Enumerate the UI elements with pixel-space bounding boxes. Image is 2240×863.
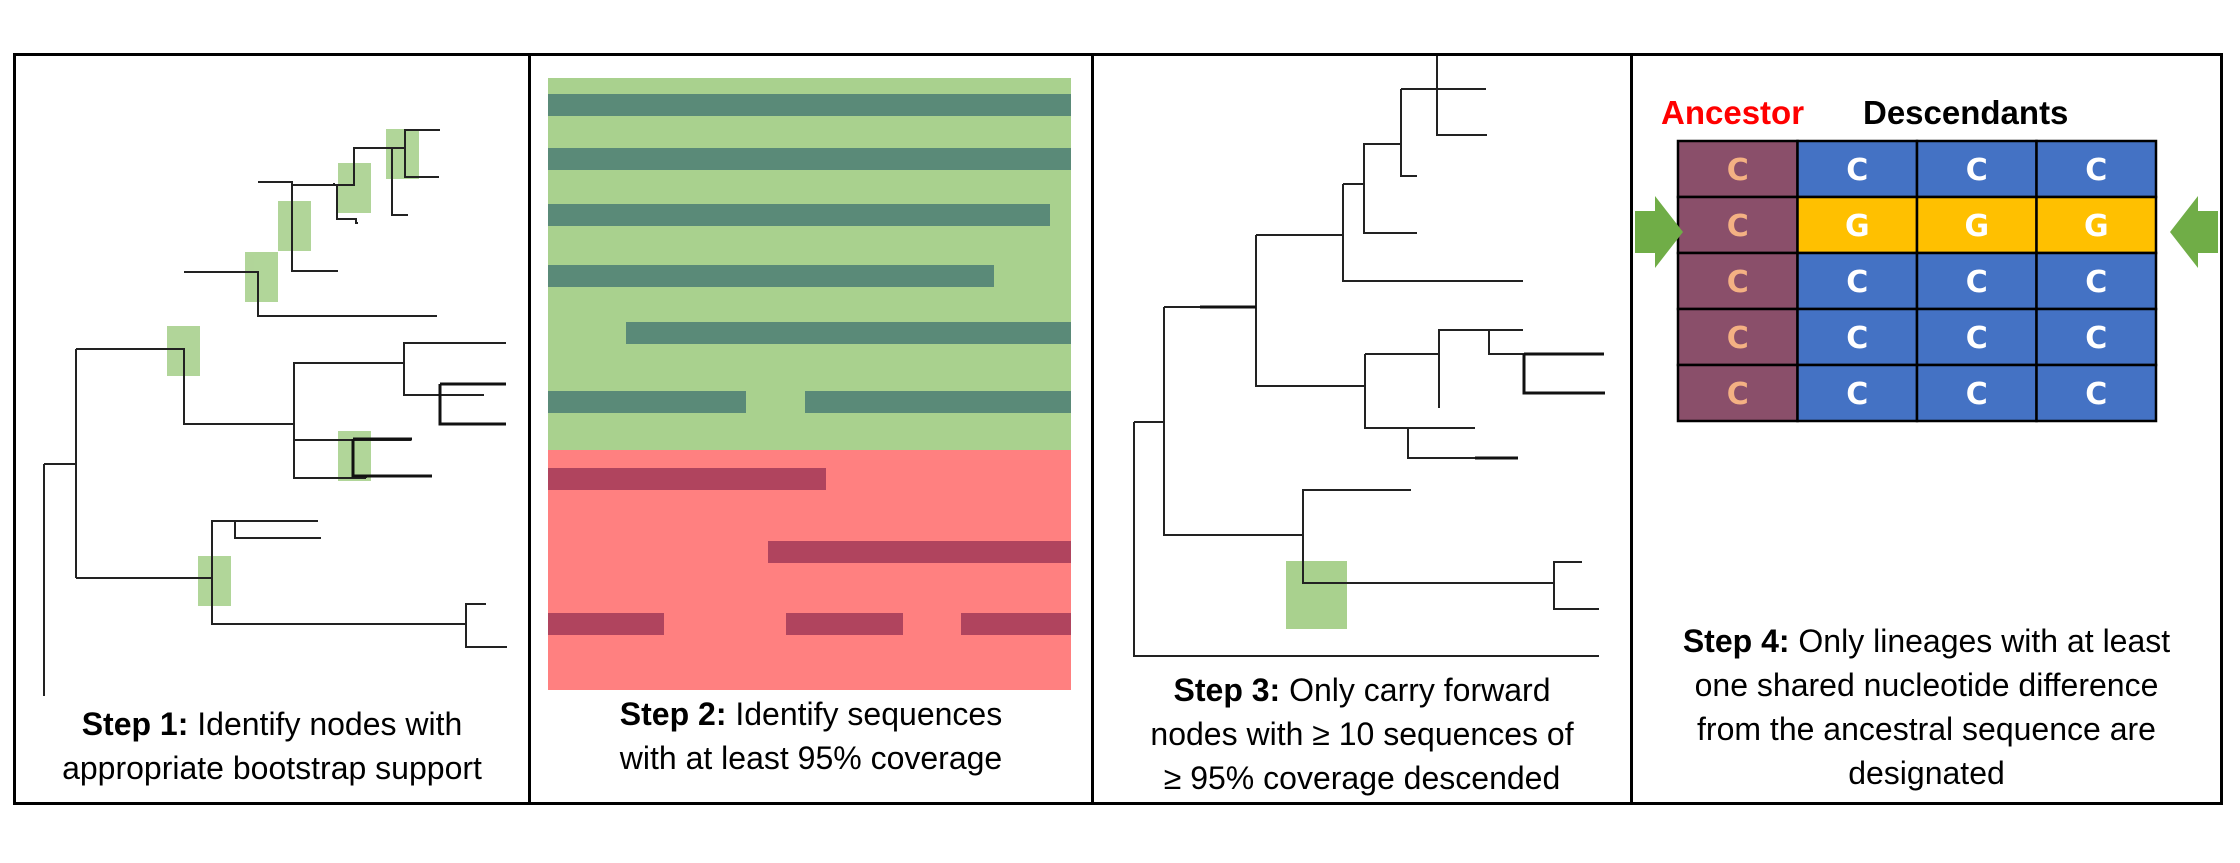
descendants-header: Descendants bbox=[1863, 94, 2069, 131]
nucleotide-label: G bbox=[2084, 209, 2109, 244]
nucleotide-label: C bbox=[1966, 265, 1988, 300]
nucleotide-label: C bbox=[1727, 321, 1749, 356]
step1-caption: Step 1: Identify nodes with appropriate … bbox=[16, 702, 528, 790]
ancestor-cell bbox=[1676, 195, 1799, 255]
panel-divider bbox=[1630, 53, 1633, 805]
bootstrap-box bbox=[245, 252, 278, 302]
descendant-cell bbox=[2035, 363, 2158, 423]
nucleotide-label: C bbox=[1846, 153, 1868, 188]
caption-text: appropriate bootstrap support bbox=[62, 750, 482, 786]
step3-panel: Step 3: Only carry forward nodes with ≥ … bbox=[1094, 56, 1630, 802]
sequence-bar bbox=[805, 391, 1071, 413]
caption-text: Only carry forward bbox=[1280, 672, 1551, 708]
sequence-bar bbox=[961, 613, 1071, 635]
left-arrow-icon bbox=[1635, 196, 1683, 268]
nucleotide-label: C bbox=[2085, 377, 2107, 412]
panel-divider bbox=[1091, 53, 1094, 805]
caption-text: one shared nucleotide difference bbox=[1694, 667, 2159, 703]
descendant-cell bbox=[1915, 363, 2038, 423]
sequence-bar bbox=[548, 265, 994, 287]
nucleotide-label: C bbox=[2085, 265, 2107, 300]
step1-panel: Step 1: Identify nodes with appropriate … bbox=[16, 56, 528, 802]
step3-tree bbox=[1133, 56, 1605, 657]
nucleotide-label: C bbox=[1966, 377, 1988, 412]
caption-text: with at least 95% coverage bbox=[619, 740, 1003, 776]
sequence-bar bbox=[626, 322, 1071, 344]
selected-node-box bbox=[1286, 561, 1347, 629]
nucleotide-grid: C C C CC G G GC C C CC C C CC C C C bbox=[1635, 139, 2218, 423]
step-label: Step 3: bbox=[1173, 672, 1281, 708]
panel-divider bbox=[528, 53, 531, 805]
nucleotide-label: C bbox=[1727, 377, 1749, 412]
passing-sequences-region bbox=[548, 78, 1071, 450]
caption-text: Identify sequences bbox=[726, 696, 1003, 732]
ancestor-header: Ancestor bbox=[1661, 94, 1805, 131]
step4-caption: Step 4: Only lineages with at least one … bbox=[1633, 619, 2220, 795]
nucleotide-label: C bbox=[1727, 265, 1749, 300]
caption-text: nodes with ≥ 10 sequences of bbox=[1150, 716, 1574, 752]
step-label: Step 4: bbox=[1682, 623, 1790, 659]
caption-text: ≥ 95% coverage descended bbox=[1163, 760, 1561, 796]
descendant-cell bbox=[1796, 363, 1919, 423]
descendant-cell bbox=[2035, 251, 2158, 311]
bootstrap-box bbox=[386, 129, 419, 179]
nucleotide-label: G bbox=[1964, 209, 1989, 244]
bootstrap-box bbox=[278, 201, 311, 251]
step-label: Step 1: bbox=[81, 706, 189, 742]
step-label: Step 2: bbox=[619, 696, 727, 732]
sequence-bar bbox=[548, 204, 1050, 226]
step2-caption: Step 2: Identify sequences with at least… bbox=[531, 692, 1091, 780]
figure-frame bbox=[13, 53, 2223, 805]
step3-caption: Step 3: Only carry forward nodes with ≥ … bbox=[1094, 668, 1630, 800]
sequence-bar bbox=[548, 613, 664, 635]
nucleotide-label: C bbox=[2085, 321, 2107, 356]
nucleotide-label: C bbox=[1846, 265, 1868, 300]
nucleotide-label: C bbox=[1727, 153, 1749, 188]
step2-coverage-chart bbox=[548, 78, 1071, 690]
ancestor-cell bbox=[1676, 307, 1799, 367]
descendant-cell bbox=[1915, 251, 2038, 311]
sequence-bar bbox=[548, 391, 746, 413]
nucleotide-label: C bbox=[2085, 153, 2107, 188]
nucleotide-label: G bbox=[1845, 209, 1870, 244]
nucleotide-label: C bbox=[1966, 321, 1988, 356]
nucleotide-label: C bbox=[1727, 209, 1749, 244]
caption-text: designated bbox=[1848, 755, 2005, 791]
sequence-bar bbox=[548, 94, 1071, 116]
caption-text: Identify nodes with bbox=[188, 706, 463, 742]
step1-tree bbox=[43, 129, 507, 696]
descendant-cell bbox=[2035, 307, 2158, 367]
sequence-bar bbox=[548, 468, 826, 490]
descendant-cell bbox=[1796, 251, 1919, 311]
caption-text: from the ancestral sequence are bbox=[1697, 711, 2156, 747]
nucleotide-label: C bbox=[1966, 153, 1988, 188]
descendant-cell bbox=[2035, 195, 2158, 255]
right-arrow-icon bbox=[2170, 196, 2218, 268]
sequence-bar bbox=[548, 148, 1071, 170]
step2-panel: Step 2: Identify sequences with at least… bbox=[531, 56, 1091, 802]
sequence-bar bbox=[786, 613, 903, 635]
bootstrap-box bbox=[198, 556, 231, 606]
nucleotide-label: C bbox=[1846, 377, 1868, 412]
nucleotide-label: C bbox=[1846, 321, 1868, 356]
caption-text: Only lineages with at least bbox=[1789, 623, 2171, 659]
sequence-bar bbox=[768, 541, 1071, 563]
